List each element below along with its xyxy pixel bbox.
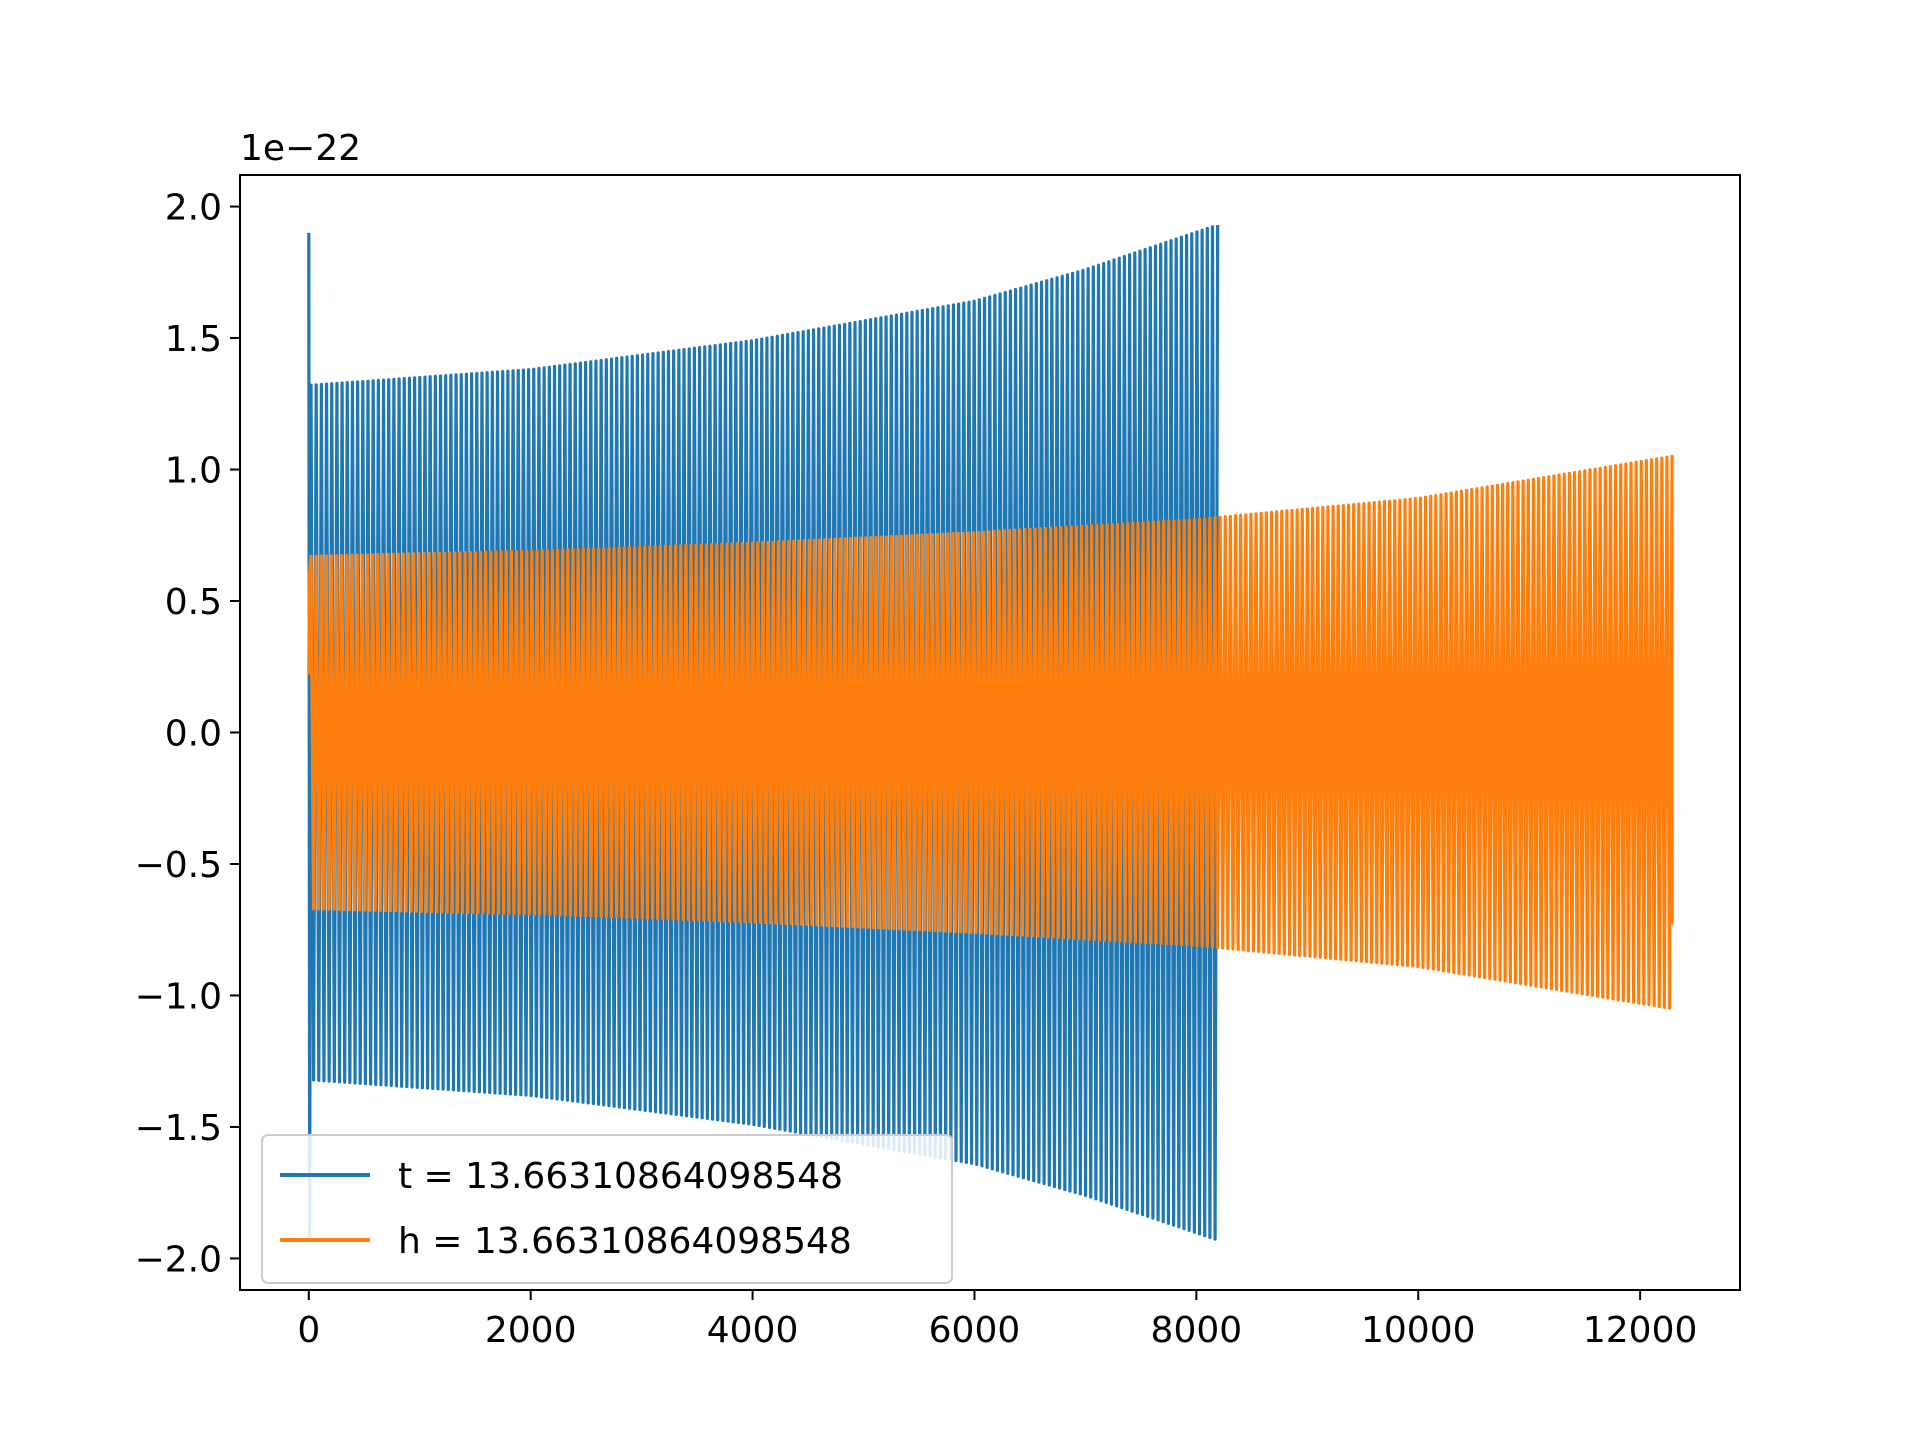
x-tick-label: 2000: [485, 1310, 577, 1351]
y-tick-label: 0.5: [165, 582, 222, 623]
y-tick-label: −1.5: [135, 1108, 222, 1149]
legend-label-h: h = 13.66310864098548: [398, 1221, 852, 1262]
y-tick-label: −2.0: [135, 1239, 222, 1280]
x-tick-label: 4000: [707, 1310, 799, 1351]
legend-box: [261, 1134, 953, 1284]
y-tick-label: −0.5: [135, 845, 222, 886]
axes-layer: 0 2000 4000 6000 8000 10000 12000 −2.0 −1.5 −1.0 −…: [135, 174, 1741, 1351]
plot-area: [307, 224, 1674, 1242]
y-tick-label: 0.0: [165, 714, 222, 755]
x-tick-label: 0: [297, 1310, 320, 1351]
series-layer: [307, 224, 1674, 1242]
legend-label-t: t = 13.66310864098548: [398, 1156, 843, 1197]
y-tick-label: −1.0: [135, 976, 222, 1017]
legend: t = 13.66310864098548 h = 13.663108640985…: [261, 1134, 953, 1284]
x-tick-label: 8000: [1151, 1310, 1243, 1351]
x-tick-label: 10000: [1361, 1310, 1476, 1351]
series-line-h: [307, 454, 1674, 1010]
x-tick-label: 12000: [1583, 1310, 1698, 1351]
y-tick-label: 1.0: [165, 451, 222, 492]
y-tick-label: 2.0: [165, 188, 222, 229]
y-tick-label: 1.5: [165, 319, 222, 360]
y-offset-label: 1e−22: [240, 128, 361, 169]
x-tick-label: 6000: [929, 1310, 1021, 1351]
